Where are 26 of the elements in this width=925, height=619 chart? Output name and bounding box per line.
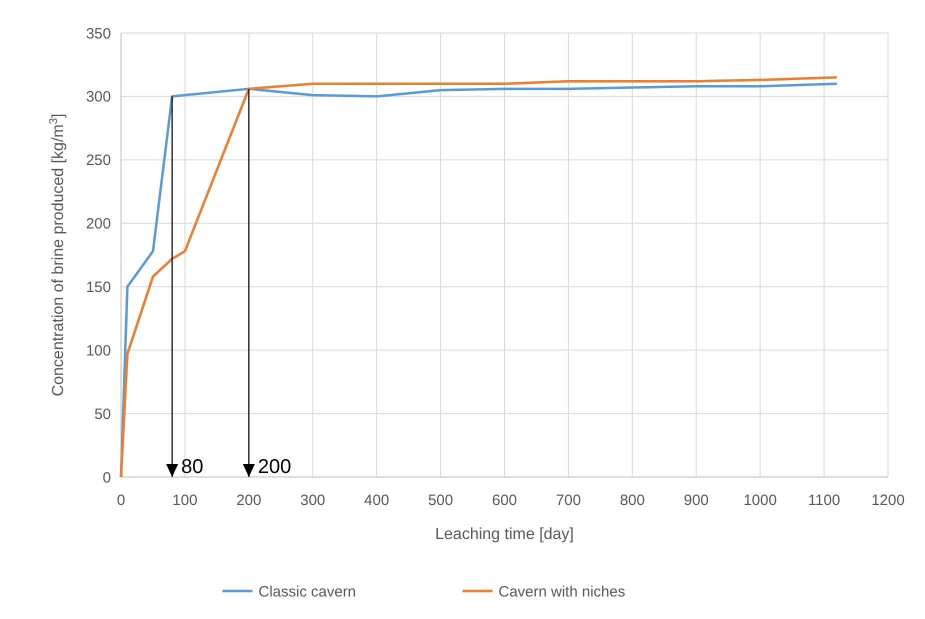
- legend-label: Classic cavern: [258, 583, 356, 600]
- x-tick-label: 1000: [743, 492, 777, 509]
- x-tick-label: 200: [236, 492, 262, 509]
- x-tick-label: 1200: [871, 492, 905, 509]
- x-tick-label: 300: [300, 492, 326, 509]
- x-tick-label: 900: [684, 492, 709, 509]
- x-tick-label: 500: [428, 492, 454, 509]
- y-tick-label: 0: [102, 469, 111, 486]
- x-tick-label: 100: [172, 492, 198, 509]
- x-tick-label: 600: [492, 492, 518, 509]
- y-tick-label: 200: [86, 216, 111, 233]
- ref-line-label: 80: [181, 456, 204, 478]
- x-tick-label: 400: [364, 492, 390, 509]
- y-tick-label: 100: [86, 342, 111, 360]
- y-tick-label: 150: [86, 278, 111, 296]
- y-tick-label: 250: [86, 152, 111, 170]
- y-tick-label: 50: [94, 406, 111, 423]
- legend-label: Cavern with niches: [498, 583, 626, 600]
- ref-line-label: 200: [258, 456, 292, 478]
- y-tick-label: 300: [86, 88, 111, 106]
- y-tick-label: 350: [86, 25, 111, 42]
- x-axis-title: Leaching time [day]: [435, 526, 574, 543]
- x-tick-label: 700: [556, 492, 581, 509]
- x-tick-label: 1100: [808, 492, 840, 509]
- x-tick-label: 0: [116, 492, 126, 509]
- x-tick-label: 800: [620, 492, 645, 509]
